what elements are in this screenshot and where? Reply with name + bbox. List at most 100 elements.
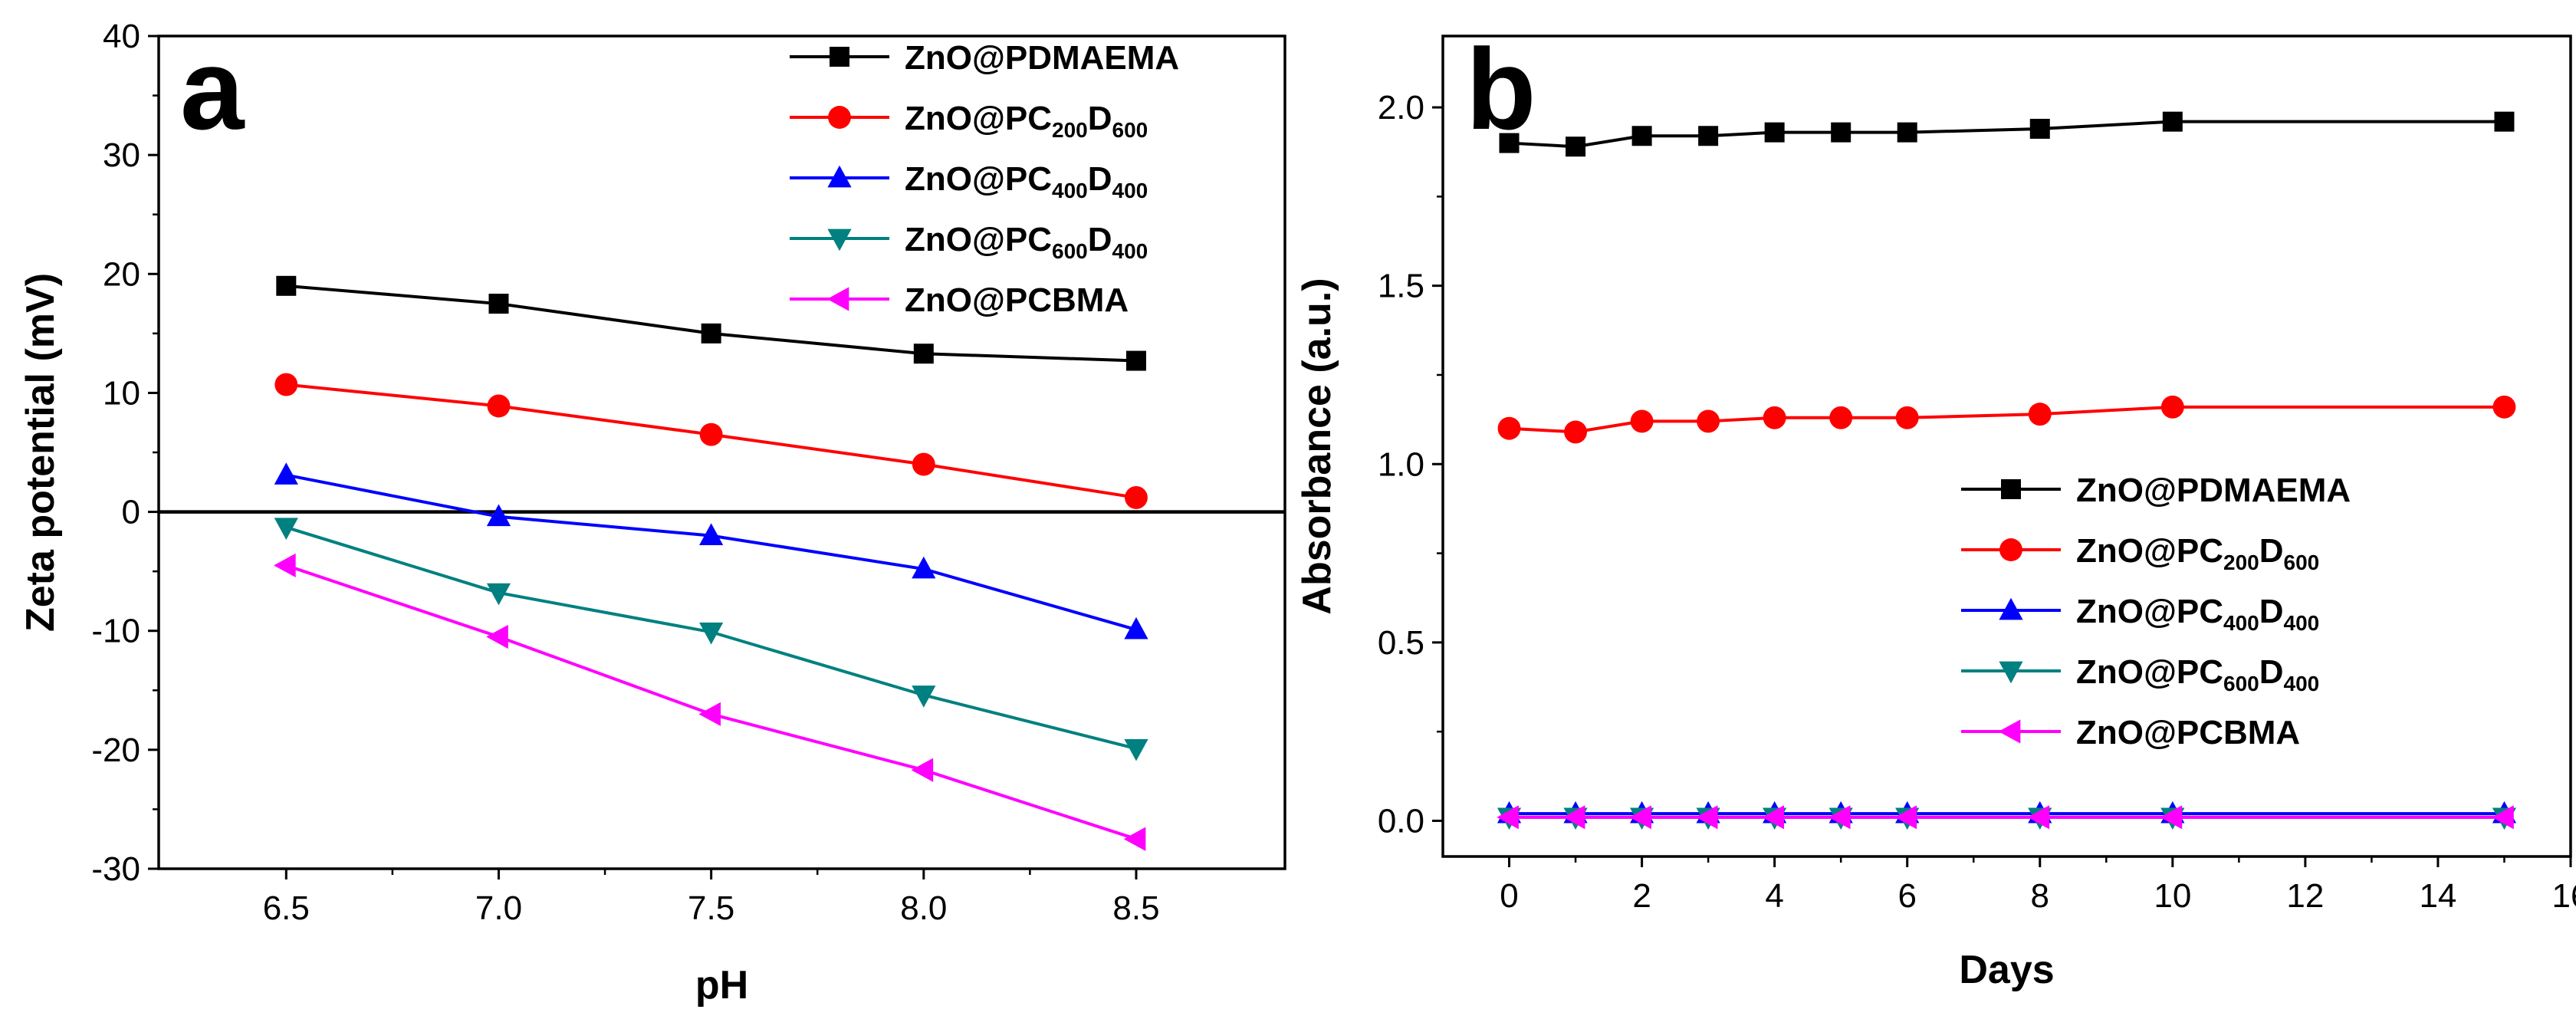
y-axis-title: Absorbance (a.u.) xyxy=(1295,278,1339,614)
series-line xyxy=(1509,405,2505,434)
x-tick-label: 6.5 xyxy=(263,889,310,927)
legend-marker xyxy=(830,47,849,67)
legend-label-subscript: 400 xyxy=(1052,179,1088,202)
x-tick-label: 7.0 xyxy=(475,889,522,927)
legend-label: ZnO@PC200D600 xyxy=(2076,532,2319,574)
legend-label-subscript: 400 xyxy=(2223,611,2259,635)
data-point xyxy=(1895,406,1919,429)
chart-panel-a: 6.5 7.0 7.5 8.0 8.5 -30 -20 -10 0 10 20 30 40 pH Zeta … xyxy=(18,18,1286,1008)
data-point xyxy=(276,275,297,296)
legend-label: ZnO@PC600D400 xyxy=(905,221,1148,263)
legend-marker xyxy=(827,165,852,188)
y-tick-label: 2.0 xyxy=(1378,89,1424,127)
y-axis-title: Zeta potential (mV) xyxy=(18,273,63,632)
data-point xyxy=(912,556,936,579)
legend-label-part: ZnO@PDMAEMA xyxy=(2076,472,2351,509)
data-point xyxy=(1831,122,1852,143)
legend-marker xyxy=(1998,719,2021,744)
data-point xyxy=(486,624,508,649)
data-point xyxy=(1697,409,1720,433)
data-point xyxy=(2494,111,2515,132)
legend-label-part: ZnO@PC xyxy=(905,221,1052,258)
data-point xyxy=(1894,805,1917,830)
legend-label-subscript: 200 xyxy=(1052,118,1088,142)
data-point xyxy=(2492,395,2516,419)
data-point xyxy=(274,553,296,577)
legend-label-part: ZnO@PC xyxy=(2076,593,2223,630)
data-point xyxy=(1123,827,1146,851)
legend-label: ZnO@PDMAEMA xyxy=(2076,472,2351,509)
y-tick-label: -20 xyxy=(91,731,140,769)
chart-panel-b: 0 2 4 6 8 10 12 14 16 0.0 0.5 1.0 1.5 2.0 Days Absorban… xyxy=(1295,25,2576,992)
legend-label-part: ZnO@PC xyxy=(2076,532,2223,570)
legend-label-part: D xyxy=(2259,532,2284,570)
data-point xyxy=(486,504,511,527)
x-tick-label: 8.0 xyxy=(900,889,947,927)
x-tick-label: 0 xyxy=(1500,877,1518,915)
legend-label-subscript: 400 xyxy=(1112,179,1148,202)
y-tick-label: 30 xyxy=(103,136,140,174)
y-tick-label: 0.5 xyxy=(1378,624,1424,662)
data-point xyxy=(1698,126,1719,146)
x-tick-label: 14 xyxy=(2419,877,2456,915)
legend-label-part: D xyxy=(1088,100,1112,137)
data-point xyxy=(488,294,509,314)
data-point xyxy=(486,583,511,606)
legend-label-subscript: 600 xyxy=(1112,118,1148,142)
data-point xyxy=(1631,126,1652,146)
data-point xyxy=(2492,805,2514,830)
legend-label: ZnO@PC600D400 xyxy=(2076,653,2319,695)
data-point xyxy=(698,702,721,726)
legend-label: ZnO@PC400D400 xyxy=(905,160,1148,202)
legend-label: ZnO@PDMAEMA xyxy=(905,39,1179,77)
legend-label-part: ZnO@PC xyxy=(905,100,1052,137)
legend-marker xyxy=(1999,597,2023,620)
data-point xyxy=(274,462,298,485)
series-line xyxy=(1509,120,2505,149)
y-tick-label: 10 xyxy=(103,374,140,412)
data-point xyxy=(913,344,934,364)
data-point xyxy=(1497,416,1521,440)
legend-label-part: ZnO@PC xyxy=(2076,653,2223,691)
legend-label-subscript: 600 xyxy=(1052,239,1088,263)
data-point xyxy=(1125,486,1148,509)
data-point xyxy=(2160,395,2184,419)
legend-marker xyxy=(827,228,852,251)
legend-label: ZnO@PC200D600 xyxy=(905,100,1148,142)
y-tick-label: 0.0 xyxy=(1378,802,1424,840)
legend-label-part: D xyxy=(1088,221,1112,258)
panel-letter: b xyxy=(1466,25,1536,153)
x-tick-label: 7.5 xyxy=(688,889,734,927)
data-point xyxy=(1564,420,1588,444)
data-point xyxy=(701,323,721,344)
data-point xyxy=(2027,805,2050,830)
plot-frame xyxy=(1441,35,2572,858)
data-point xyxy=(2028,403,2052,426)
x-tick-label: 8 xyxy=(2031,877,2049,915)
x-tick-label: 4 xyxy=(1765,877,1783,915)
data-point xyxy=(912,685,936,708)
legend-marker xyxy=(828,106,851,129)
legend-label-subscript: 600 xyxy=(2223,672,2259,695)
y-tick-label: -10 xyxy=(91,613,140,650)
legend-label-subscript: 400 xyxy=(1112,239,1148,263)
data-point xyxy=(1125,350,1146,371)
data-point xyxy=(2160,805,2183,830)
legend-label-part: ZnO@PDMAEMA xyxy=(905,39,1179,77)
legend-label-subscript: 600 xyxy=(2284,551,2320,574)
y-tick-label: 20 xyxy=(103,255,140,293)
data-point xyxy=(699,622,724,645)
data-point xyxy=(1829,406,1853,429)
legend-marker xyxy=(1999,661,2023,684)
data-point xyxy=(912,452,935,476)
legend-label: ZnO@PCBMA xyxy=(905,281,1129,319)
y-tick-label: 1.5 xyxy=(1378,268,1424,305)
legend-marker xyxy=(826,287,849,311)
legend-label-subscript: 200 xyxy=(2223,551,2259,574)
legend-label-part: ZnO@PCBMA xyxy=(2076,714,2300,751)
data-point xyxy=(1124,616,1148,639)
x-tick-label: 10 xyxy=(2154,877,2191,915)
data-point xyxy=(1695,805,1718,830)
